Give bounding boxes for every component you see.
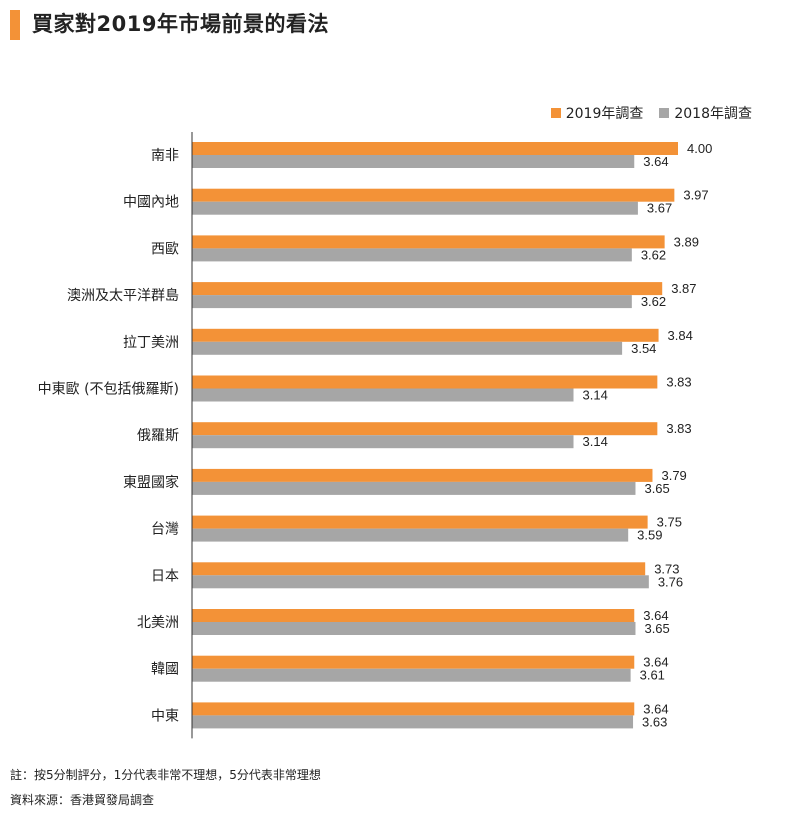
bar-2019 (192, 328, 659, 342)
bar-2019 (192, 235, 665, 249)
data-label-2018: 3.62 (641, 294, 666, 309)
bar-2018 (192, 622, 636, 635)
category-label: 北美洲 (137, 615, 179, 631)
bar-2018 (192, 481, 636, 495)
bar-2018 (192, 715, 634, 729)
bar-2018 (192, 295, 632, 309)
category-label: 澳洲及太平洋群島 (67, 288, 179, 304)
bar-2018 (192, 575, 649, 589)
title-accent-bar (10, 10, 20, 40)
bar-2019 (192, 282, 663, 296)
legend-swatch-2019 (550, 108, 561, 118)
data-label-2019: 3.73 (654, 561, 679, 576)
category-label: 韓國 (151, 662, 179, 678)
data-label-2018: 3.14 (583, 434, 608, 449)
data-label-2018: 3.54 (631, 341, 656, 356)
bar-2019 (192, 609, 635, 622)
bar-2018 (192, 248, 632, 262)
data-label-2019: 3.97 (683, 188, 708, 203)
category-label: 南非 (151, 148, 179, 164)
footnote-source: 資料來源：香港貿發局調查 (10, 793, 155, 807)
bar-2018 (192, 528, 629, 542)
data-label-2019: 3.89 (674, 234, 699, 249)
category-label: 俄羅斯 (137, 428, 179, 444)
bar-2018 (192, 668, 631, 682)
category-label: 日本 (151, 568, 179, 584)
legend-item-2019: 2019年調查 (550, 103, 644, 123)
data-label-2019: 3.64 (643, 655, 668, 670)
data-label-2018: 3.63 (642, 714, 667, 729)
legend-item-2018: 2018年調查 (659, 103, 752, 123)
data-label-2019: 3.79 (661, 468, 686, 483)
category-label: 拉丁美洲 (123, 335, 179, 351)
legend-label-2019: 2019年調查 (565, 106, 644, 122)
bar-2018 (192, 155, 635, 168)
data-label-2019: 3.75 (657, 515, 682, 530)
category-label: 中東歐 (不包括俄羅斯) (38, 382, 179, 398)
data-label-2018: 3.76 (658, 574, 683, 589)
bar-2019 (192, 468, 653, 482)
bar-2018 (192, 388, 574, 402)
data-label-2019: 4.00 (687, 141, 712, 156)
data-label-2018: 3.62 (641, 247, 666, 262)
data-label-2019: 3.83 (666, 375, 691, 390)
legend-label-2018: 2018年調查 (674, 106, 752, 122)
footnote-scale: 註：按5分制評分，1分代表非常不理想，5分代表非常理想 (10, 768, 321, 782)
chart-title: 買家對2019年市場前景的看法 (32, 12, 329, 36)
data-label-2019: 3.83 (666, 421, 691, 436)
data-label-2019: 3.87 (671, 281, 696, 296)
chart-legend: 2019年調查 2018年調查 (550, 103, 752, 123)
category-label: 西歐 (151, 241, 179, 257)
bar-2018 (192, 341, 623, 355)
bar-2018 (192, 201, 638, 215)
data-label-2018: 3.65 (644, 481, 669, 496)
category-label: 中東 (151, 708, 179, 724)
bar-2019 (192, 142, 678, 155)
data-label-2018: 3.67 (647, 201, 672, 216)
bar-2019 (192, 375, 658, 389)
bar-2018 (192, 435, 574, 449)
data-label-2018: 3.59 (637, 528, 662, 543)
legend-swatch-2018 (659, 108, 670, 118)
category-label: 中國內地 (123, 195, 179, 211)
data-label-2018: 3.61 (640, 668, 665, 683)
data-label-2018: 3.14 (583, 388, 608, 403)
data-label-2019: 3.64 (643, 701, 668, 716)
category-label: 東盟國家 (123, 474, 179, 491)
bar-2019 (192, 562, 646, 576)
data-label-2018: 3.65 (644, 621, 669, 636)
category-label: 台灣 (151, 522, 179, 538)
bar-2019 (192, 655, 635, 669)
bar-2019 (192, 188, 675, 202)
bar-2019 (192, 422, 658, 436)
bar-2019 (192, 702, 635, 716)
data-label-2019: 3.84 (668, 328, 693, 343)
bar-2019 (192, 515, 648, 529)
data-label-2019: 3.64 (643, 608, 668, 623)
data-label-2018: 3.64 (643, 154, 668, 169)
